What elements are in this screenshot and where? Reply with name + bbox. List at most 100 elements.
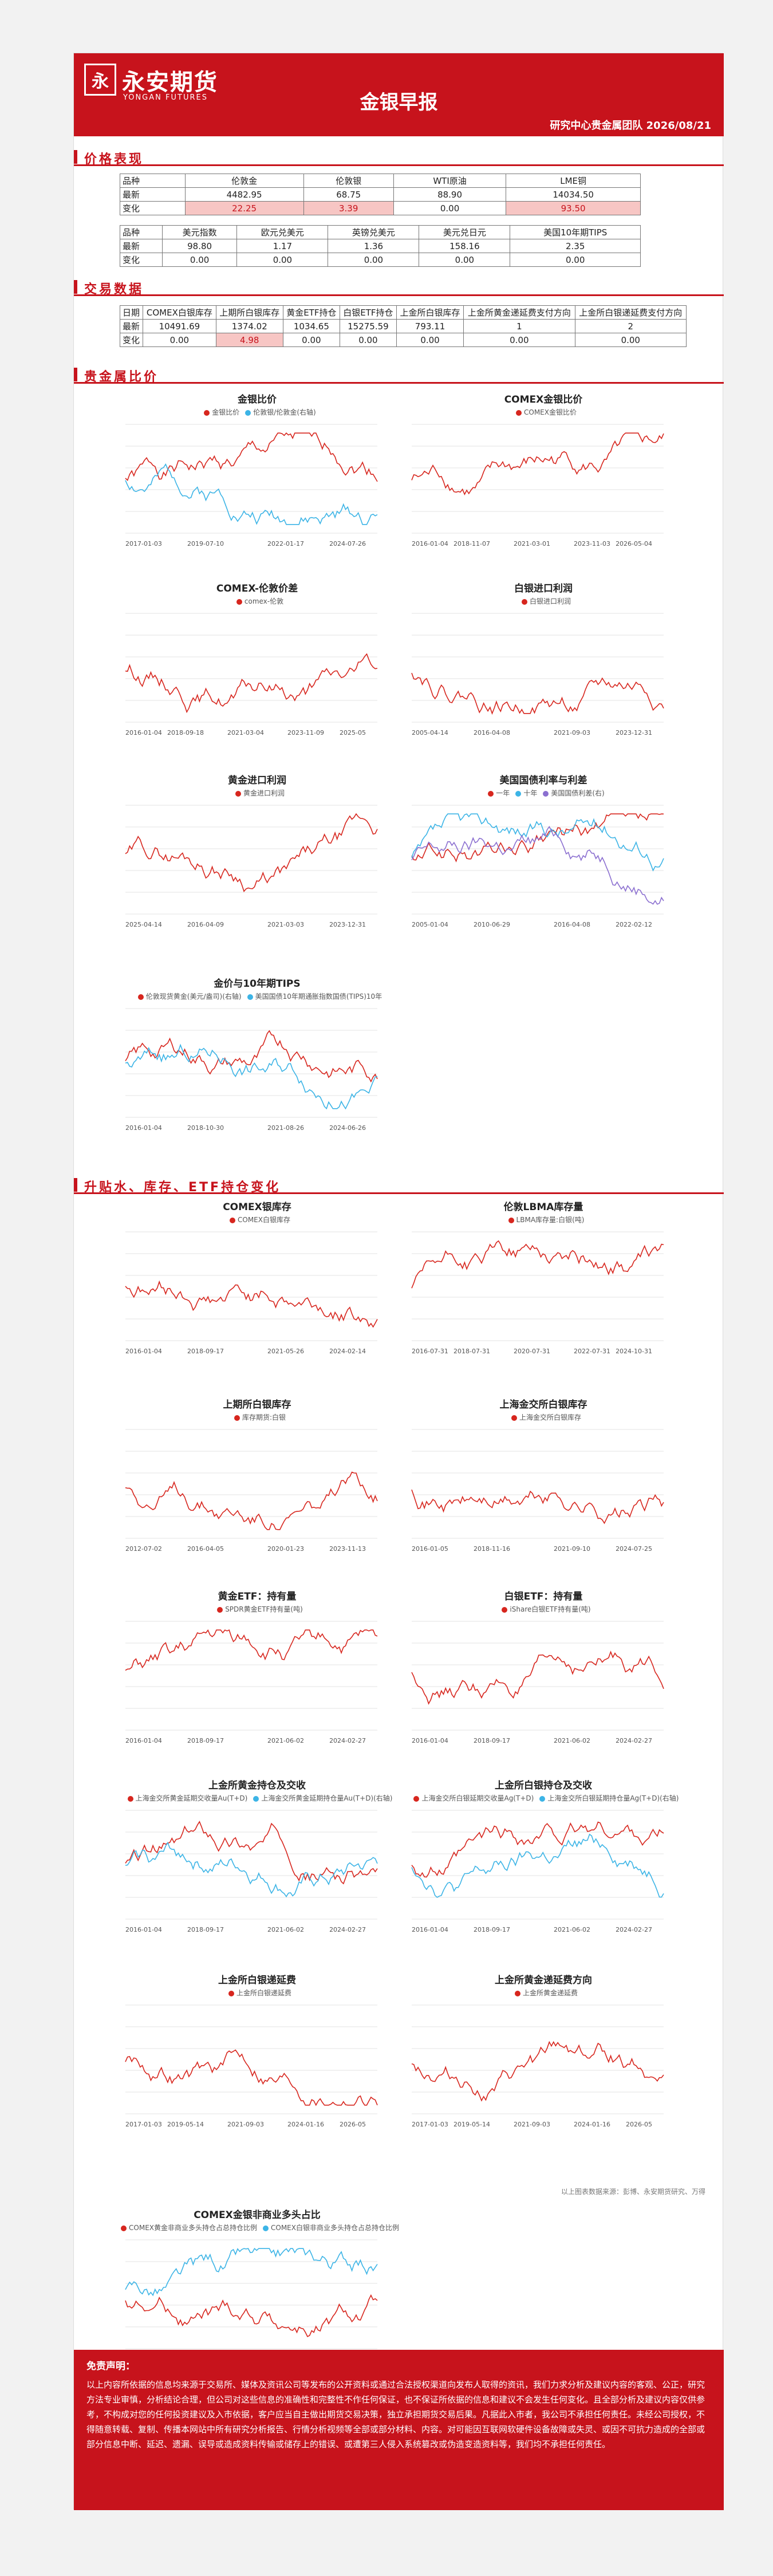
chart-legend: 上海金交所白银库存 (395, 1412, 692, 1422)
legend-label: 上海金交所黄金延期持仓量Au(T+D)(右轴) (261, 1794, 393, 1802)
chart-panel: 上期所白银库存 库存期货:白银 2012-07-02 2016-04-05 2020-0… (108, 1396, 406, 1568)
x-tick-label: 2018-11-07 (453, 540, 490, 548)
legend-swatch (514, 1990, 520, 1996)
chart-plot: 2012-07-02 2016-04-05 2020-01-23 2023-11-13 (125, 1429, 378, 1553)
x-tick-label: 2016-04-08 (554, 921, 590, 928)
table-cell: 0.00 (339, 333, 397, 347)
legend-swatch (245, 409, 251, 416)
chart-plot: 2016-01-04 2018-09-18 2021-03-04 2023-11-09… (125, 613, 378, 736)
legend-label: 库存期货:白银 (242, 1413, 286, 1421)
legend-label: 金银比价 (212, 408, 240, 416)
section-price: 价格表现 (74, 148, 724, 167)
legend-label: 一年 (496, 789, 510, 797)
legend-swatch (511, 1415, 517, 1421)
table-cell: 4482.95 (184, 187, 304, 202)
table-cell: 0.00 (161, 253, 238, 267)
chart-title: 黄金进口利润 (228, 775, 286, 786)
x-tick-label: 2018-09-18 (167, 729, 204, 736)
legend-swatch (235, 790, 241, 797)
series-line (411, 672, 664, 715)
chart-plot: 2016-01-04 2018-09-17 2021-06-02 2024-02-27 (125, 1810, 378, 1933)
section-bar (74, 368, 77, 381)
chart-legend: 伦敦现货黄金(美元/盎司)(右轴) 美国国债10年期通胀指数国债(TIPS)10年 (108, 991, 406, 1001)
disclaimer: 免责声明： 以上内容所依据的信息均来源于交易所、媒体及资讯公司等发布的公开资料或… (74, 2350, 724, 2510)
table-cell: 22.25 (184, 201, 304, 215)
table-header-cell: 品种 (120, 225, 163, 239)
series-line (411, 825, 664, 905)
chart-plot: 2005-04-14 2016-04-08 2021-09-03 2023-12-31 (411, 613, 664, 736)
chart-plot: 1986-01-151998-06-162007-04-032014-01-19… (125, 2239, 378, 2363)
table-cell: 2.35 (510, 239, 641, 253)
legend-swatch (121, 2225, 127, 2231)
chart-title: 上金所黄金持仓及交收 (208, 1780, 306, 1791)
logo-text-cn: 永安期货 (122, 69, 218, 96)
report-title: 金银早报 (360, 91, 438, 114)
series-line (125, 2294, 378, 2337)
table-cell: 0.00 (510, 253, 641, 267)
x-tick-label: 2024-01-16 (287, 2121, 324, 2128)
x-tick-label: 2021-09-03 (227, 2121, 264, 2128)
table-header-row: 品种 美元指数 欧元兑美元 英镑兑美元 美元兑日元 美国10年期TIPS (120, 225, 641, 239)
legend-label: 十年 (523, 789, 538, 797)
chart-title: COMEX银库存 (223, 1202, 291, 1213)
x-tick-label: 2016-07-31 (412, 1348, 448, 1355)
x-tick-label: 2018-09-17 (187, 1926, 224, 1933)
chart-plot: 2016-01-04 2018-10-30 2021-08-26 2024-06-26 (125, 1008, 378, 1132)
table-cell: 1.36 (328, 239, 420, 253)
x-tick-label: 2024-02-27 (329, 1926, 366, 1933)
disclaimer-body: 以上内容所依据的信息均来源于交易所、媒体及资讯公司等发布的公开资料或通过合法授权… (86, 2380, 705, 2449)
chart-title: 上金所黄金递延费方向 (495, 1975, 592, 1986)
table-header-cell: 白银ETF持仓 (339, 305, 397, 320)
x-tick-label: 2017-01-03 (125, 540, 162, 548)
x-tick-label: 2021-09-10 (554, 1545, 590, 1553)
chart-legend: 金银比价 伦敦银/伦敦金(右轴) (108, 407, 406, 417)
section-trade: 交易数据 (74, 278, 724, 297)
legend-label: SPDR黄金ETF持有量(吨) (225, 1605, 303, 1613)
series-line (125, 2247, 378, 2297)
section-title-text: 交易数据 (84, 282, 144, 297)
table-header-cell: 上金所白银库存 (396, 305, 464, 320)
table-cell: 15275.59 (339, 319, 397, 333)
legend-swatch (516, 409, 522, 416)
legend-swatch (543, 790, 549, 797)
x-tick-label: 2023-11-03 (574, 540, 610, 548)
chart-panel: 上金所黄金递延费方向 上金所黄金递延费 2017-01-03 2019-05-14 20… (395, 1972, 692, 2144)
chart-legend: 一年 十年 美国国债利差(右) (395, 788, 692, 798)
series-line (125, 1471, 378, 1530)
series-line (125, 1280, 378, 1328)
table-cell: 88.90 (393, 187, 507, 202)
chart-panel: 白银进口利润 白银进口利润 2005-04-14 2016-04-08 2021-09-… (395, 580, 692, 752)
chart-legend: 上海金交所白银延期交收量Ag(T+D) 上海金交所白银延期持仓量Ag(T+D)(右… (395, 1793, 692, 1803)
x-tick-label: 2018-09-17 (474, 1926, 510, 1933)
legend-swatch (204, 409, 210, 416)
table-header-cell: 英镑兑美元 (328, 225, 420, 239)
report-sheet: 永 永安期货 YONGAN FUTURES 金银早报 研究中心贵金属团队 202… (73, 53, 724, 2510)
table-header-cell: 伦敦银 (303, 174, 394, 188)
table-cell: 93.50 (506, 201, 641, 215)
legend-swatch (228, 1990, 234, 1996)
legend-swatch (247, 994, 253, 1000)
table-cell: 14034.50 (506, 187, 641, 202)
chart-legend: COMEX黄金非商业多头持仓占总持仓比例 COMEX白银非商业多头持仓占总持仓比例 (108, 2223, 406, 2232)
series-line (411, 813, 664, 872)
chart-title: 上金所白银递延费 (218, 1975, 296, 1986)
x-tick-label: 2020-07-31 (514, 1348, 550, 1355)
x-tick-label: 2018-09-17 (474, 1737, 510, 1744)
chart-legend: 上海金交所黄金延期交收量Au(T+D) 上海金交所黄金延期持仓量Au(T+D)(右… (108, 1793, 406, 1803)
table-header-cell: WTI原油 (393, 174, 507, 188)
chart-plot: 2017-01-03 2019-07-10 2022-01-17 2024-07-26 (125, 424, 378, 548)
legend-label: 上海金交所白银库存 (519, 1413, 581, 1421)
x-tick-label: 2023-11-09 (287, 729, 324, 736)
table-cell: 0.00 (393, 201, 507, 215)
chart-title: COMEX金银比价 (504, 394, 583, 405)
table-cell: 0.00 (463, 333, 575, 347)
legend-swatch (234, 1415, 240, 1421)
x-tick-label: 2019-05-14 (453, 2121, 490, 2128)
chart-panel: 金价与10年期TIPS 伦敦现货黄金(美元/盎司)(右轴) 美国国债10年期通胀指数… (108, 975, 406, 1147)
legend-label: 上金所黄金递延费 (522, 1989, 578, 1997)
x-tick-label: 2017-01-03 (125, 2121, 162, 2128)
chart-legend: 黄金进口利润 (108, 788, 406, 798)
trade-table: 日期 COMEX白银库存 上期所白银库存 黄金ETF持仓 白银ETF持仓 上金所白银库存上… (119, 305, 687, 347)
x-tick-label: 2019-07-10 (187, 540, 224, 548)
section-title-text: 贵金属比价 (84, 370, 159, 384)
